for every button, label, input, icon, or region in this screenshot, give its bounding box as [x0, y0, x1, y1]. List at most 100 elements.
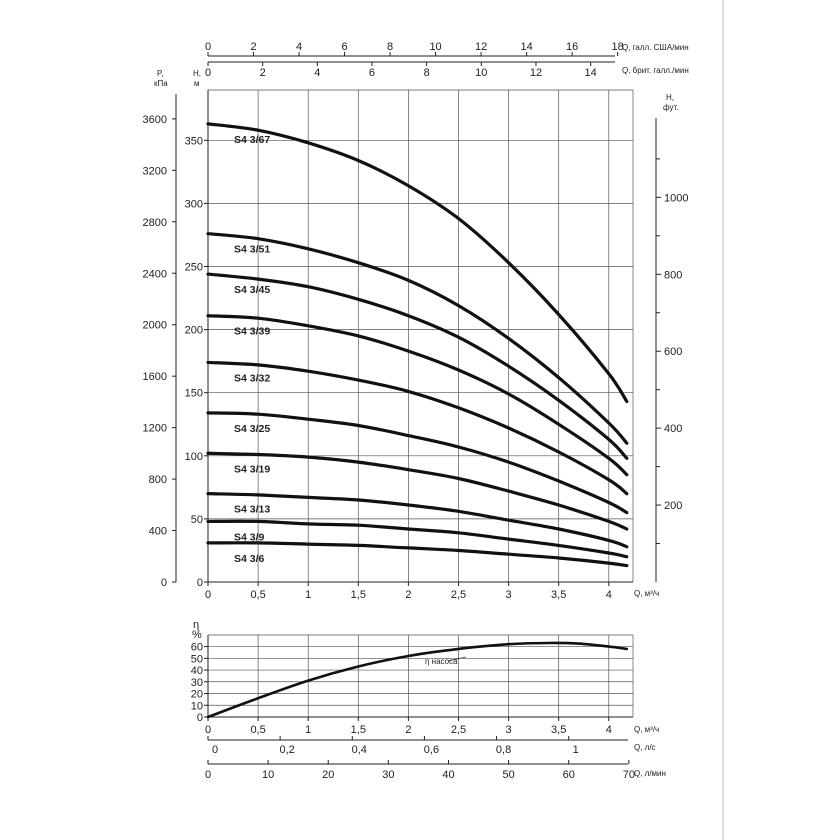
- q-usgpm-tick-label: 14: [520, 41, 532, 53]
- head-curve-label: S4 3/13: [234, 504, 270, 516]
- h-ft-tick-label: 800: [664, 269, 682, 281]
- q-ls-tick-label: 0,6: [424, 744, 439, 756]
- q-ukgpm-tick-label: 6: [369, 67, 375, 79]
- eff-x-tick-label: 0: [205, 724, 211, 736]
- head-curves-chart: 0 0,5 1 1,5 2 2,5 3 3,5 405010015020025030035004…: [143, 41, 689, 601]
- head-curve: [206, 360, 629, 496]
- p-kpa-tick-label: 0: [161, 577, 167, 589]
- h-m-tick-label: 0: [197, 577, 203, 589]
- eta-curve-label: η насоса: [425, 657, 458, 666]
- eta-curve-label-leader: [447, 656, 467, 662]
- q-usgpm-label: Q, галл. США/мин: [622, 43, 689, 52]
- h-m-tick-label: 350: [185, 135, 203, 147]
- p-kpa-tick-label: 1600: [143, 371, 167, 383]
- h-ft-tick-label: 400: [664, 423, 682, 435]
- eff-x-tick-label: 1: [305, 724, 311, 736]
- main-x-tick-label: 2: [405, 589, 411, 601]
- p-kpa-tick-label: 800: [149, 474, 167, 486]
- q-ukgpm-tick-label: 8: [424, 67, 430, 79]
- head-curve-label: S4 3/67: [234, 134, 270, 146]
- head-curve: [206, 122, 629, 404]
- q-lpm-tick-label: 0: [205, 769, 211, 781]
- main-x-tick-label: 4: [606, 589, 612, 601]
- h-ft-tick-label: 600: [664, 346, 682, 358]
- q-lpm-label: Q, л/мин: [634, 769, 666, 778]
- p-kpa-tick-label: 400: [149, 526, 167, 538]
- main-chart-grid: 0 0,5 1 1,5 2 2,5 3 3,5 405010015020025030035004…: [143, 41, 689, 601]
- q-ls-tick-label: 0: [212, 744, 218, 756]
- h-ft-tick-label: 1000: [664, 192, 688, 204]
- h-ft-label-line2: фут.: [663, 103, 679, 112]
- q-lpm-tick-label: 20: [322, 769, 334, 781]
- head-curve-label: S4 3/45: [234, 284, 270, 296]
- q-lpm-tick-label: 50: [502, 769, 514, 781]
- head-curve-label: S4 3/6: [234, 553, 265, 565]
- q-ukgpm-tick-label: 2: [260, 67, 266, 79]
- eff-y-tick-label: 10: [191, 700, 203, 712]
- head-curve: [206, 272, 629, 460]
- head-curve-label: S4 3/19: [234, 463, 270, 475]
- q-ls-label: Q, л/с: [634, 743, 656, 752]
- q-ukgpm-tick-label: 0: [205, 67, 211, 79]
- q-ls-tick-label: 0,4: [352, 744, 367, 756]
- q-lpm-tick-label: 70: [623, 769, 635, 781]
- q-ls-tick-label: 0,2: [279, 744, 294, 756]
- head-curve: [206, 519, 629, 559]
- head-curve: [206, 232, 629, 445]
- p-kpa-tick-label: 3200: [143, 165, 167, 177]
- h-ft-label-line1: H,: [666, 93, 674, 102]
- head-curve-series: [206, 122, 629, 568]
- head-curve-label: S4 3/39: [234, 326, 270, 338]
- eff-x-tick-label: 3: [506, 724, 512, 736]
- q-ukgpm-tick-label: 14: [585, 67, 597, 79]
- p-kpa-tick-label: 2800: [143, 217, 167, 229]
- h-m-tick-label: 150: [185, 388, 203, 400]
- p-kpa-tick-label: 1200: [143, 423, 167, 435]
- eff-y-tick-label: 0: [197, 712, 203, 724]
- h-m-tick-label: 100: [185, 451, 203, 463]
- head-curve: [206, 411, 629, 515]
- q-usgpm-tick-label: 10: [429, 41, 441, 53]
- q-ukgpm-tick-label: 10: [475, 67, 487, 79]
- p-kpa-label-line2: кПа: [154, 79, 168, 88]
- h-m-tick-label: 300: [185, 198, 203, 210]
- q-usgpm-tick-label: 6: [341, 41, 347, 53]
- q-lpm-tick-label: 60: [563, 769, 575, 781]
- h-m-label-line2: м: [194, 79, 200, 88]
- eff-x-tick-label: 1,5: [351, 724, 366, 736]
- eff-y-tick-label: 40: [191, 665, 203, 677]
- eff-x-tick-label: 4: [606, 724, 612, 736]
- h-ft-tick-label: 200: [664, 500, 682, 512]
- eta-label-line2: %: [192, 629, 202, 641]
- head-curve: [206, 541, 629, 568]
- head-curve-label: S4 3/32: [234, 372, 270, 384]
- q-usgpm-tick-label: 12: [475, 41, 487, 53]
- p-kpa-tick-label: 2400: [143, 268, 167, 280]
- p-kpa-label-line1: P,: [157, 69, 164, 78]
- head-curve-label: S4 3/9: [234, 531, 265, 543]
- q-lpm-tick-label: 30: [382, 769, 394, 781]
- q-ls-tick-label: 1: [573, 744, 579, 756]
- q-usgpm-tick-label: 4: [296, 41, 302, 53]
- q-usgpm-tick-label: 8: [387, 41, 393, 53]
- q-m3h-label-eff: Q, м³/ч: [634, 725, 659, 734]
- q-ukgpm-tick-label: 4: [314, 67, 320, 79]
- main-x-tick-label: 2,5: [451, 589, 466, 601]
- main-x-tick-label: 3: [506, 589, 512, 601]
- q-lpm-tick-label: 10: [262, 769, 274, 781]
- main-x-tick-label: 0: [205, 589, 211, 601]
- p-kpa-tick-label: 2000: [143, 320, 167, 332]
- head-curve-label: S4 3/25: [234, 423, 270, 435]
- eff-y-tick-label: 60: [191, 642, 203, 654]
- q-usgpm-tick-label: 18: [612, 41, 624, 53]
- h-m-tick-label: 250: [185, 262, 203, 274]
- q-ukgpm-tick-label: 12: [530, 67, 542, 79]
- h-m-label-line1: H,: [193, 69, 201, 78]
- efficiency-curve-series: [206, 641, 629, 719]
- head-curve: [206, 314, 629, 477]
- q-ls-tick-label: 0,8: [496, 744, 511, 756]
- eff-x-tick-label: 2,5: [451, 724, 466, 736]
